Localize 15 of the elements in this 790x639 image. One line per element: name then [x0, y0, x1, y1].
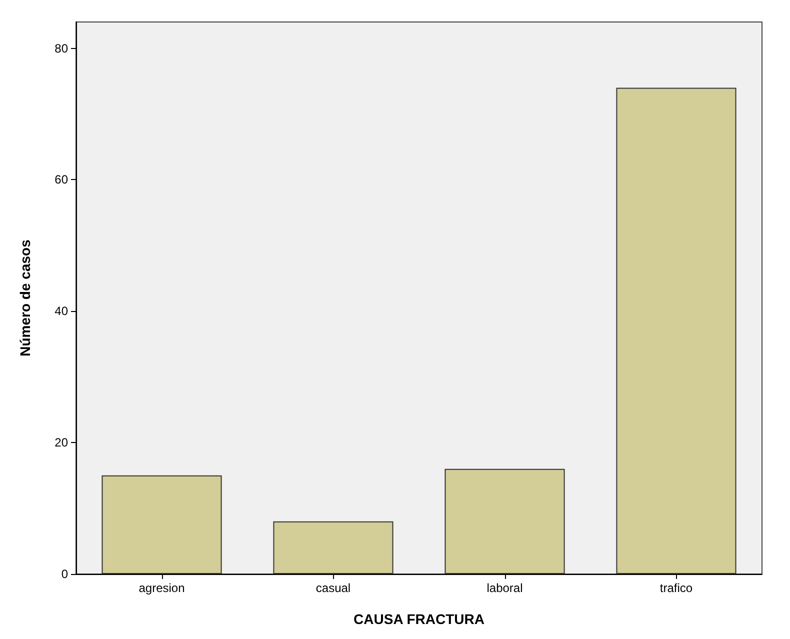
y-tick-label: 20	[54, 436, 68, 450]
bar	[102, 475, 222, 574]
x-tick-label: agresion	[138, 581, 185, 595]
y-tick-label: 0	[61, 567, 68, 581]
y-tick-label: 80	[54, 41, 68, 56]
x-tick-label: casual	[316, 581, 351, 595]
bar	[616, 88, 736, 574]
bar	[444, 468, 565, 574]
x-axis-title: CAUSA FRACTURA	[354, 611, 484, 627]
y-tick-label: 60	[54, 172, 68, 187]
x-tick-label: laboral	[486, 581, 523, 595]
bar	[273, 521, 394, 574]
y-tick-label: 40	[54, 304, 68, 318]
y-axis-title: Número de casos	[17, 239, 33, 356]
x-tick-label: trafico	[660, 581, 693, 595]
